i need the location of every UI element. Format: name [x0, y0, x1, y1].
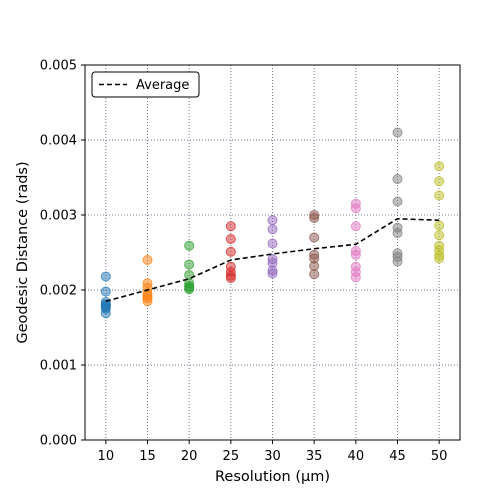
- scatter-point: [309, 213, 320, 223]
- scatter-point: [350, 221, 361, 232]
- scatter-point: [350, 272, 361, 283]
- scatter-point: [434, 253, 445, 264]
- x-tick-label: 40: [348, 449, 365, 464]
- scatter-point: [267, 268, 278, 279]
- y-tick-label: 0.000: [40, 434, 77, 449]
- scatter-point: [100, 308, 111, 319]
- scatter-point: [225, 246, 236, 257]
- x-axis: 10 15 20 25 30 35 40 45 50: [98, 440, 448, 464]
- y-tick-label: 0.001: [40, 359, 77, 374]
- x-tick-label: 50: [431, 449, 448, 464]
- scatter-point: [392, 256, 403, 267]
- scatter-point: [267, 215, 278, 226]
- x-tick-label: 15: [139, 449, 156, 464]
- scatter-point: [350, 203, 361, 214]
- scatter-point: [309, 261, 320, 271]
- x-tick-label: 35: [306, 449, 323, 464]
- average-line-group: [105, 217, 440, 303]
- x-tick-label: 45: [389, 449, 406, 464]
- x-tick-label: 20: [181, 449, 198, 464]
- legend-box: [91, 71, 200, 98]
- scatter-point: [225, 273, 236, 283]
- y-axis: 0.000 0.001 0.002 0.003 0.004 0.005: [40, 59, 85, 449]
- scatter-point: [309, 232, 320, 243]
- x-tick-label: 10: [98, 449, 115, 464]
- scatter-point: [392, 127, 403, 138]
- scatter-point: [184, 240, 195, 251]
- scatter-point: [309, 269, 320, 280]
- legend: Average: [91, 71, 200, 98]
- scatter-point: [392, 228, 403, 238]
- scatter-point: [225, 234, 236, 244]
- scatter-point: [434, 161, 445, 172]
- scatter-point: [142, 255, 153, 265]
- x-tick-label: 30: [264, 449, 281, 464]
- scatter-point: [392, 174, 403, 184]
- scatter-point: [225, 221, 236, 232]
- scatter-point: [434, 230, 445, 241]
- scatter-point: [184, 259, 195, 270]
- scatter-point: [100, 271, 111, 282]
- x-tick-label: 25: [223, 449, 240, 464]
- y-tick-label: 0.005: [40, 59, 77, 74]
- y-tick-label: 0.002: [40, 284, 77, 299]
- scatter-point: [350, 249, 361, 260]
- scatter-point: [392, 196, 403, 207]
- scatter-points: [100, 127, 445, 319]
- y-axis-label: Geodesic Distance (rads): [15, 161, 31, 343]
- scatter-point: [267, 224, 278, 235]
- scatter-point: [100, 286, 111, 297]
- scatter-point: [142, 296, 153, 307]
- y-tick-label: 0.004: [40, 134, 77, 149]
- legend-average-label: Average: [136, 78, 189, 93]
- scatter-point: [434, 220, 445, 231]
- scatter-point: [267, 238, 278, 249]
- scatter-point: [434, 176, 445, 187]
- average-line: [105, 217, 440, 303]
- x-axis-label: Resolution (µm): [215, 469, 330, 485]
- y-tick-label: 0.003: [40, 209, 77, 224]
- scatter-point: [434, 190, 445, 201]
- scatter-point: [184, 284, 195, 295]
